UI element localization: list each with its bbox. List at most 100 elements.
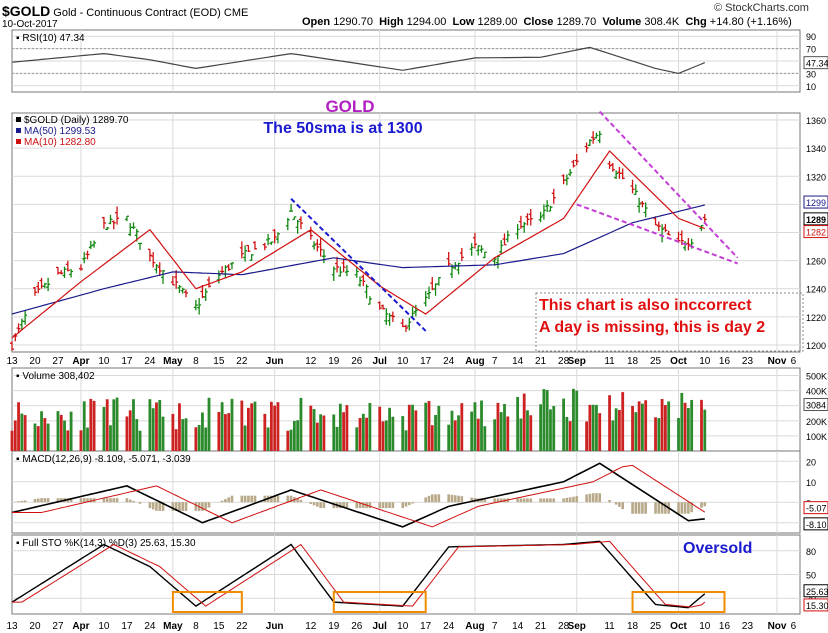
macd-hist-bar (220, 500, 224, 503)
volume-bar (526, 410, 529, 451)
volume-bar (289, 429, 293, 451)
volume-bar (519, 418, 523, 451)
exchange: CME (223, 7, 249, 19)
macd-hist-bar (614, 502, 618, 505)
macd-hist-bar (664, 502, 667, 514)
legend-swatch (16, 117, 21, 122)
x-axis-label: 10 (699, 621, 711, 632)
price-tick-label: 1200 (806, 341, 826, 351)
volume-bar (69, 411, 73, 451)
volume-bar (276, 402, 280, 451)
macd-hist-bar (457, 495, 460, 503)
macd-hist-bar (526, 498, 529, 503)
macd-hist-bar (637, 502, 641, 514)
volume-value-tag-box (803, 398, 828, 412)
macd-hist-bar (424, 497, 427, 503)
volume-bar (450, 410, 454, 451)
macd-hist-bar (299, 499, 303, 503)
volume-bar (10, 430, 14, 451)
macd-value-tag: -8.10 (806, 520, 827, 530)
symbol: $GOLD (2, 3, 51, 19)
sto-tick-label: 80 (806, 547, 816, 557)
x-axis-label: 17 (121, 356, 133, 367)
x-axis-label: 10 (98, 356, 110, 367)
macd-hist-bar (453, 495, 457, 503)
x-axis-label: Jun (266, 621, 284, 632)
volume-bar (480, 400, 483, 451)
macd-hist-bar (660, 502, 664, 514)
volume-bar (13, 420, 17, 451)
volume-bar (23, 415, 27, 451)
volume-bar (109, 425, 112, 451)
volume-label: ▪ Volume 308,402 (16, 371, 95, 382)
macd-hist-bar (171, 502, 175, 511)
x-axis-label: 23 (742, 621, 754, 632)
volume-bar (457, 415, 460, 451)
x-axis-label: May (163, 621, 183, 632)
macd-tick-label: 10 (806, 478, 816, 488)
sto-k-line (11, 540, 706, 609)
volume-bar (33, 423, 37, 451)
macd-hist-bar (102, 498, 106, 503)
volume-bar (292, 420, 296, 451)
volume-bar (381, 421, 385, 451)
volume-bar (82, 401, 86, 451)
vol-tick-label: 400K (806, 387, 827, 397)
volume-bar (657, 418, 661, 451)
volume-value-tag: 3084 (806, 401, 826, 411)
volume-bar (338, 403, 342, 451)
x-axis-label: 20 (29, 621, 41, 632)
macd-hist-bar (194, 502, 198, 511)
x-axis-label: 12 (305, 621, 317, 632)
volume-bar (263, 413, 267, 451)
volume-bar (174, 429, 178, 451)
macd-hist-bar (430, 494, 434, 503)
macd-hist-bar (575, 496, 579, 503)
volume-bar (634, 412, 638, 451)
macd-hist-bar (572, 496, 575, 503)
volume-bar (496, 402, 500, 451)
vol-tick-label: 500K (806, 372, 827, 382)
volume-bars-group (10, 388, 707, 451)
macd-hist-bar (270, 495, 273, 503)
macd-hist-bar (385, 502, 388, 509)
macd-hist-bar (296, 498, 299, 503)
macd-hist-bar (621, 502, 624, 510)
macd-value-tag: -5.07 (806, 504, 827, 514)
volume-bar (703, 409, 707, 451)
volume-bar (315, 422, 319, 451)
macd-hist-bar (703, 502, 707, 507)
volume-bar (453, 420, 457, 451)
macd-hist-bar (539, 498, 542, 503)
volume-bar (20, 413, 24, 451)
macd-hist-bar (181, 502, 185, 511)
macd-hist-bar (345, 502, 349, 509)
x-axis-label: Aug (465, 621, 484, 632)
x-axis-label: 10 (98, 621, 110, 632)
volume-bar (312, 409, 316, 451)
price-value-tag-box (803, 225, 828, 239)
volume-bar (345, 405, 349, 451)
volume-bar (286, 430, 290, 451)
volume-bar (499, 412, 503, 451)
x-axis-label: 14 (512, 356, 524, 367)
macd-hist-bar (542, 498, 546, 503)
x-axis-label: Jun (266, 356, 284, 367)
oversold-box (332, 591, 427, 613)
volume-bar (197, 424, 201, 451)
x-axis-label: 26 (351, 356, 363, 367)
macd-signal-line (12, 464, 706, 528)
x-axis-label: 18 (627, 621, 639, 632)
macd-hist-bar (276, 495, 280, 503)
volume-bar (227, 413, 231, 451)
sma-annotation: The 50sma is at 1300 (263, 120, 422, 137)
price-tick-label: 1340 (806, 144, 826, 154)
gold-annotation: GOLD (325, 97, 374, 116)
volume-bar (151, 408, 155, 451)
volume-bar (115, 397, 119, 451)
x-axis-label: 16 (719, 621, 731, 632)
sto-value-tag-box (803, 584, 828, 598)
macd-hist-bar (289, 495, 293, 503)
volume-bar (686, 407, 690, 451)
